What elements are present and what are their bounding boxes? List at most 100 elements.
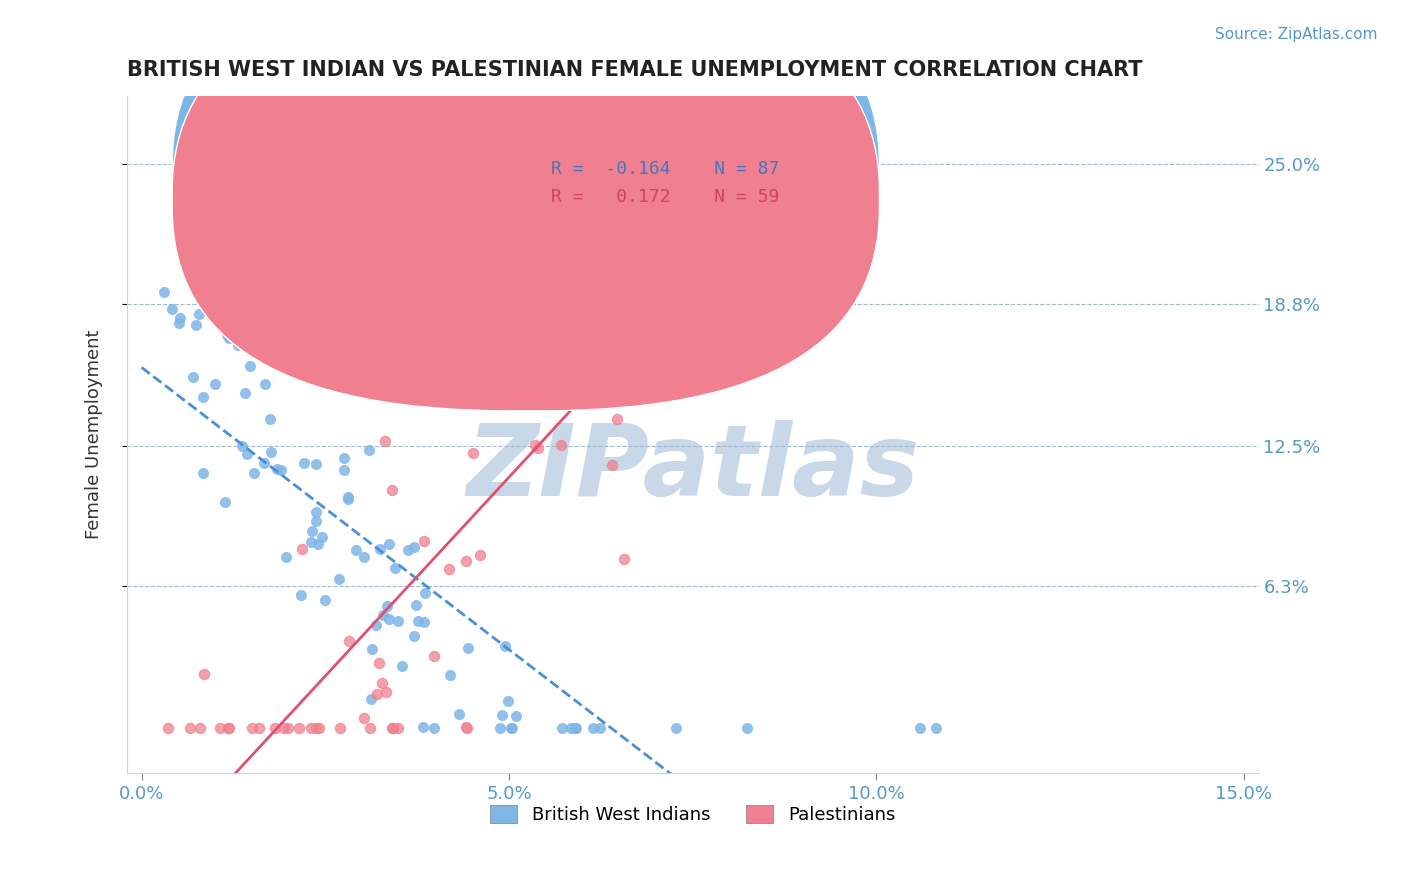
British West Indians — [375, 599, 398, 614]
British West Indians — [231, 439, 253, 453]
Palestinians — [613, 551, 636, 566]
British West Indians — [238, 314, 260, 328]
British West Indians — [404, 540, 426, 554]
Palestinians — [299, 721, 322, 735]
Palestinians — [329, 721, 352, 735]
Palestinians — [620, 285, 643, 299]
British West Indians — [560, 721, 582, 735]
Palestinians — [536, 384, 558, 399]
British West Indians — [209, 304, 232, 318]
Palestinians — [218, 721, 240, 735]
Palestinians — [374, 684, 396, 698]
Palestinians — [381, 721, 404, 735]
British West Indians — [447, 707, 470, 722]
Palestinians — [381, 483, 404, 497]
British West Indians — [412, 615, 434, 630]
Palestinians — [742, 95, 765, 109]
Palestinians — [291, 541, 314, 556]
British West Indians — [160, 301, 183, 316]
British West Indians — [396, 542, 419, 557]
Palestinians — [439, 561, 461, 575]
British West Indians — [292, 456, 315, 470]
British West Indians — [311, 531, 333, 545]
Palestinians — [374, 434, 396, 448]
British West Indians — [413, 585, 436, 599]
British West Indians — [191, 390, 214, 404]
British West Indians — [188, 307, 211, 321]
Palestinians — [456, 553, 478, 567]
British West Indians — [153, 285, 176, 300]
Text: ZIPatlas: ZIPatlas — [467, 420, 920, 516]
Palestinians — [775, 116, 797, 130]
British West Indians — [169, 316, 191, 330]
British West Indians — [218, 330, 240, 344]
Palestinians — [544, 380, 567, 394]
British West Indians — [402, 629, 425, 643]
Palestinians — [423, 648, 446, 663]
British West Indians — [169, 311, 191, 326]
British West Indians — [260, 445, 283, 459]
British West Indians — [314, 592, 336, 607]
Palestinians — [240, 721, 263, 735]
Palestinians — [456, 721, 478, 735]
British West Indians — [184, 318, 207, 332]
Palestinians — [463, 446, 485, 460]
British West Indians — [501, 721, 523, 735]
Text: BRITISH WEST INDIAN VS PALESTINIAN FEMALE UNEMPLOYMENT CORRELATION CHART: BRITISH WEST INDIAN VS PALESTINIAN FEMAL… — [127, 60, 1143, 79]
British West Indians — [337, 491, 360, 506]
British West Indians — [378, 612, 401, 626]
Palestinians — [454, 720, 477, 734]
British West Indians — [924, 721, 946, 735]
British West Indians — [405, 598, 427, 612]
British West Indians — [406, 615, 429, 629]
British West Indians — [353, 549, 375, 564]
British West Indians — [181, 370, 204, 384]
British West Indians — [391, 658, 413, 673]
Palestinians — [353, 711, 375, 725]
FancyBboxPatch shape — [172, 0, 880, 384]
British West Indians — [384, 561, 406, 575]
Palestinians — [645, 285, 668, 299]
British West Indians — [204, 376, 226, 391]
Palestinians — [208, 721, 231, 735]
British West Indians — [565, 721, 588, 735]
British West Indians — [582, 721, 605, 735]
British West Indians — [665, 721, 688, 735]
British West Indians — [457, 640, 479, 655]
British West Indians — [215, 327, 238, 342]
British West Indians — [491, 708, 513, 723]
Palestinians — [550, 265, 572, 279]
British West Indians — [226, 337, 249, 351]
British West Indians — [266, 462, 288, 476]
Palestinians — [179, 721, 201, 735]
Palestinians — [264, 721, 287, 735]
Text: R =  -0.164    N = 87: R = -0.164 N = 87 — [551, 161, 780, 178]
Palestinians — [815, 144, 838, 158]
British West Indians — [494, 639, 516, 653]
Palestinians — [273, 721, 295, 735]
British West Indians — [270, 463, 292, 477]
Palestinians — [741, 170, 763, 185]
Palestinians — [523, 438, 546, 452]
Palestinians — [366, 688, 388, 702]
British West Indians — [357, 442, 380, 457]
British West Indians — [735, 721, 758, 735]
Palestinians — [277, 721, 299, 735]
British West Indians — [564, 721, 586, 735]
British West Indians — [253, 457, 276, 471]
British West Indians — [412, 720, 434, 734]
Palestinians — [550, 438, 572, 452]
Text: Source: ZipAtlas.com: Source: ZipAtlas.com — [1215, 27, 1378, 42]
Palestinians — [308, 721, 330, 735]
Palestinians — [387, 721, 409, 735]
Palestinians — [468, 549, 491, 563]
British West Indians — [489, 721, 512, 735]
Palestinians — [359, 721, 381, 735]
Text: R =   0.172    N = 59: R = 0.172 N = 59 — [551, 187, 780, 205]
Y-axis label: Female Unemployment: Female Unemployment — [86, 330, 103, 540]
FancyBboxPatch shape — [489, 144, 817, 225]
British West Indians — [236, 447, 259, 461]
British West Indians — [550, 721, 572, 735]
Palestinians — [673, 163, 696, 178]
British West Indians — [301, 524, 323, 538]
